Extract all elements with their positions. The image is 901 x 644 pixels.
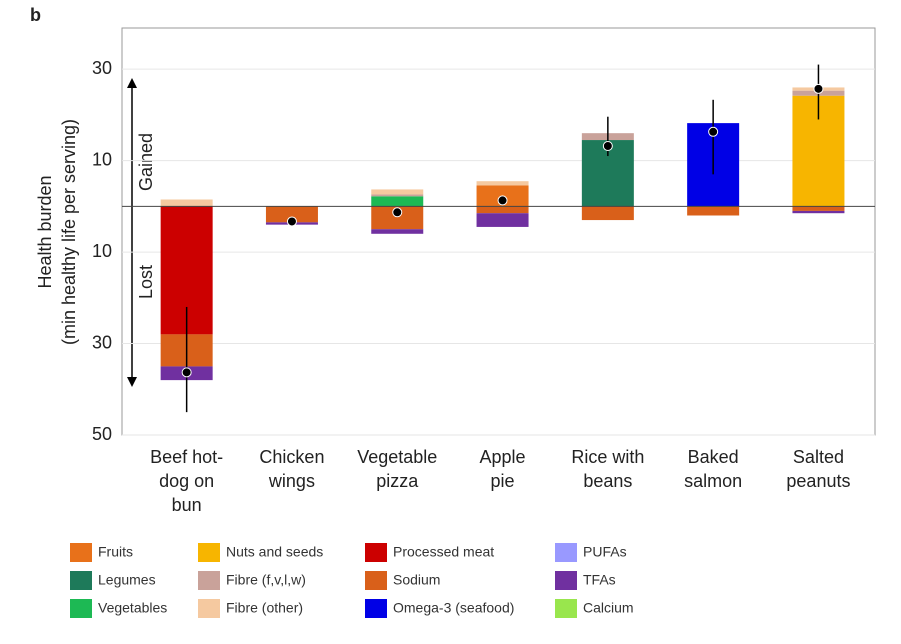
bar-segment — [371, 196, 424, 207]
x-tick-label: Salted — [793, 447, 844, 467]
x-tick-label: Beef hot- — [150, 447, 223, 467]
x-tick-label: bun — [172, 495, 202, 515]
bar-segment — [371, 229, 424, 234]
bar-segment — [371, 194, 424, 197]
bar-segment — [476, 206, 529, 214]
legend-swatch — [70, 599, 92, 618]
total-point — [392, 207, 403, 218]
bar-segment — [792, 206, 845, 211]
y-tick-label: 10 — [92, 149, 112, 169]
legend-label: Vegetables — [98, 600, 167, 616]
annotation-gained: Gained — [136, 133, 156, 191]
x-tick-label: dog on — [159, 471, 214, 491]
legend-label: Fibre (other) — [226, 600, 303, 616]
arrow-head — [127, 377, 137, 387]
y-axis-title: Health burden (min healthy life per serv… — [35, 119, 79, 345]
legend-label: Calcium — [583, 600, 634, 616]
annotation-lost: Lost — [136, 265, 156, 299]
legend-swatch — [555, 571, 577, 590]
y-label-line: Health burden — [35, 175, 55, 288]
panel-label: b — [30, 5, 41, 25]
legend-label: PUFAs — [583, 544, 627, 560]
bar-segment — [687, 206, 740, 216]
x-tick-label: Baked — [688, 447, 739, 467]
y-tick-label: 50 — [92, 424, 112, 444]
x-tick-label: peanuts — [786, 471, 850, 491]
x-tick-label: salmon — [684, 471, 742, 491]
x-tick-label: beans — [583, 471, 632, 491]
legend-swatch — [198, 543, 220, 562]
legend-swatch — [555, 543, 577, 562]
y-tick-label: 30 — [92, 332, 112, 352]
legend-label: TFAs — [583, 572, 616, 588]
bar-segment — [371, 189, 424, 195]
total-point — [813, 83, 824, 94]
legend-label: Processed meat — [393, 544, 494, 560]
x-tick-label: Chicken — [259, 447, 324, 467]
legend-swatch — [198, 599, 220, 618]
bar-segment — [792, 210, 845, 214]
y-tick-label: 10 — [92, 241, 112, 261]
legend-label: Fruits — [98, 544, 133, 560]
total-point — [602, 140, 613, 151]
legend-label: Sodium — [393, 572, 440, 588]
legend-label: Omega-3 (seafood) — [393, 600, 514, 616]
x-tick-label: Vegetable — [357, 447, 437, 467]
total-point — [497, 195, 508, 206]
legend-label: Nuts and seeds — [226, 544, 323, 560]
x-tick-label: pizza — [376, 471, 419, 491]
bar-segment — [160, 199, 213, 207]
y-tick-label: 30 — [92, 58, 112, 78]
plot-frame — [121, 27, 876, 436]
bar-segment — [265, 206, 318, 223]
arrow-head — [127, 78, 137, 88]
legend-swatch — [198, 571, 220, 590]
x-tick-label: pie — [491, 471, 515, 491]
legend-swatch — [555, 599, 577, 618]
legend-label: Legumes — [98, 572, 156, 588]
legend-swatch — [365, 571, 387, 590]
total-point — [181, 367, 192, 378]
legend-swatch — [70, 571, 92, 590]
bar-segment — [476, 213, 529, 227]
legend-label: Fibre (f,v,l,w) — [226, 572, 306, 588]
y-label-line: (min healthy life per serving) — [59, 119, 79, 345]
x-tick-label: wings — [268, 471, 315, 491]
legend-swatch — [365, 599, 387, 618]
legend-swatch — [70, 543, 92, 562]
x-tick-label: Rice with — [571, 447, 644, 467]
bar-segment — [476, 181, 529, 186]
legend-swatch — [365, 543, 387, 562]
bar-segment — [371, 206, 424, 230]
total-point — [708, 126, 719, 137]
x-tick-label: Apple — [480, 447, 526, 467]
total-point — [286, 216, 297, 227]
bar-segment — [581, 206, 634, 221]
